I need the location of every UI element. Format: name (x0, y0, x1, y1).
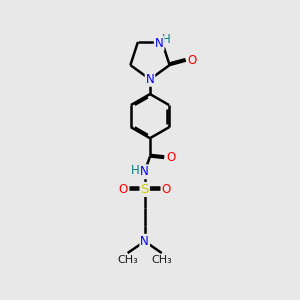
Text: CH₃: CH₃ (152, 255, 172, 266)
Text: CH₃: CH₃ (117, 255, 138, 266)
Text: O: O (188, 54, 197, 67)
Text: N: N (146, 73, 154, 86)
Text: N: N (140, 235, 149, 248)
Text: N: N (140, 165, 149, 178)
Text: S: S (140, 183, 149, 196)
Text: H: H (131, 164, 140, 177)
Text: N: N (155, 37, 164, 50)
Text: O: O (166, 152, 175, 164)
Text: H: H (162, 33, 171, 46)
Text: O: O (118, 183, 128, 196)
Text: O: O (162, 183, 171, 196)
